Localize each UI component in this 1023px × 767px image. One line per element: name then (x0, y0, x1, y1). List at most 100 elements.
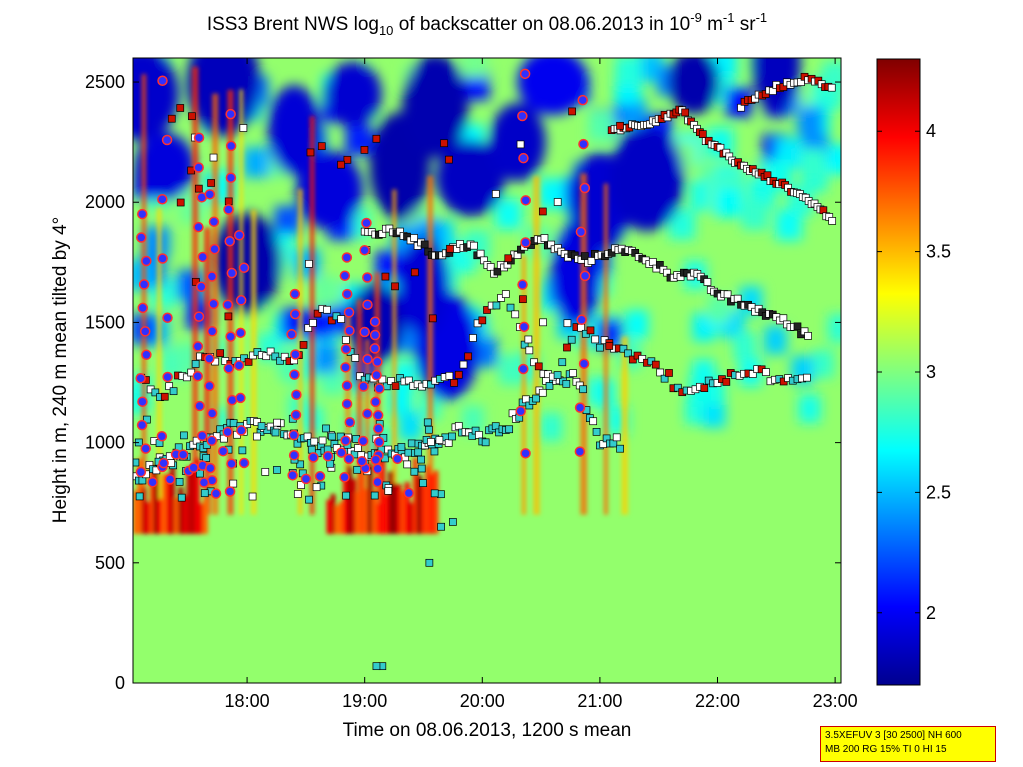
precipitation-circle (208, 298, 219, 310)
precipitation-circle (136, 208, 148, 220)
precipitation-circle (374, 383, 385, 394)
cloud-base-cell (433, 470, 439, 534)
heatmap-cell (461, 58, 488, 78)
low-backscatter-patch (324, 61, 382, 127)
cloud-base-cell (392, 483, 398, 534)
detection-square (262, 352, 271, 361)
detection-square (410, 467, 419, 476)
detection-square (417, 455, 426, 464)
precipitation-circle (287, 470, 298, 481)
cloud-base-cell (351, 478, 357, 534)
precipitation-circle (137, 396, 148, 407)
detection-square (681, 108, 690, 117)
detection-square (470, 241, 478, 250)
colorbar-tick-label: 2.5 (926, 482, 951, 502)
detection-square (244, 358, 253, 366)
detection-square (253, 432, 261, 441)
detection-square (446, 244, 454, 253)
heatmap-cell (625, 310, 648, 339)
heatmap-cell (797, 106, 824, 137)
detection-square (372, 662, 381, 671)
detection-square (191, 277, 200, 286)
low-backscatter-patch (668, 58, 720, 115)
detection-square (553, 198, 562, 206)
cloud-base-cell (425, 465, 431, 534)
colorbar-gradient (876, 58, 921, 686)
detection-square (469, 334, 477, 342)
precipitation-circle (225, 331, 236, 342)
precipitation-circle (164, 474, 176, 485)
precipitation-circle (141, 349, 152, 361)
detection-square (297, 481, 305, 489)
precipitation-circle (392, 453, 403, 465)
detection-square (476, 249, 485, 258)
precipitation-circle (135, 466, 147, 478)
detection-square (506, 303, 515, 312)
precipitation-circle (217, 445, 229, 457)
detection-square (525, 346, 534, 355)
detection-square (516, 140, 525, 149)
heatmap-cell (495, 199, 522, 230)
colorbar: 2 2.5 3 3.5 4 (876, 58, 951, 686)
detection-square (430, 447, 439, 456)
detection-square (229, 479, 238, 488)
detection-square (403, 460, 412, 469)
detection-square (538, 207, 547, 216)
precipitation-circle (136, 419, 148, 431)
detection-square (169, 387, 178, 396)
detection-square (165, 382, 174, 391)
chart-title: ISS3 Brent NWS log10 of backscatter on 0… (207, 10, 767, 38)
detection-square (238, 446, 247, 455)
precipitation-circle (343, 307, 355, 318)
detection-square (562, 379, 571, 388)
detection-square (248, 492, 257, 501)
low-backscatter-patch (609, 125, 685, 232)
precipitation-circle (369, 343, 381, 354)
low-backscatter-patch (517, 58, 589, 116)
detection-square (660, 374, 669, 383)
heatmap-cell (811, 349, 834, 378)
cloud-base-cell (157, 499, 163, 534)
detection-square (628, 355, 637, 364)
detection-square (567, 335, 576, 344)
detection-square (176, 104, 185, 112)
detection-square (323, 305, 331, 314)
detection-square (579, 385, 587, 394)
precipitation-circle (226, 458, 237, 469)
detection-square (532, 394, 540, 403)
streak (203, 227, 211, 515)
precipitation-circle (204, 189, 216, 200)
precipitation-circle (371, 369, 382, 381)
cloud-base-cell (342, 474, 348, 534)
detection-square (538, 388, 547, 397)
precipitation-circle (226, 267, 238, 279)
detection-square (410, 268, 419, 277)
streak (427, 175, 434, 515)
title-sup2: -1 (723, 10, 735, 25)
cloud-base-cell (186, 466, 192, 534)
precipitation-circle (204, 380, 215, 392)
precipitation-circle (291, 389, 302, 401)
detection-square (276, 356, 284, 365)
precipitation-circle (233, 229, 245, 241)
detection-square (540, 234, 549, 242)
precipitation-circle (370, 454, 382, 466)
processing-info-box: 3.5XEFUV 3 [30 2500] NH 600 MB 200 RG 15… (820, 726, 996, 762)
detection-square (445, 371, 454, 380)
precipitation-circle (579, 182, 591, 194)
detection-square (592, 428, 601, 436)
precipitation-circle (340, 435, 351, 446)
detection-square (180, 431, 188, 440)
precipitation-circle (579, 270, 591, 282)
detection-square (665, 369, 673, 377)
detection-square (587, 257, 596, 265)
detection-square (280, 352, 289, 361)
title-mid: of backscatter on 08.06.2013 in 10 (393, 14, 690, 35)
cloud-base-cell (194, 458, 200, 534)
precipitation-circle (358, 381, 369, 392)
precipitation-circle (192, 370, 203, 382)
precipitation-circle (286, 329, 297, 340)
detection-square (504, 254, 513, 263)
detection-square (417, 464, 426, 473)
precipitation-circle (141, 255, 152, 267)
